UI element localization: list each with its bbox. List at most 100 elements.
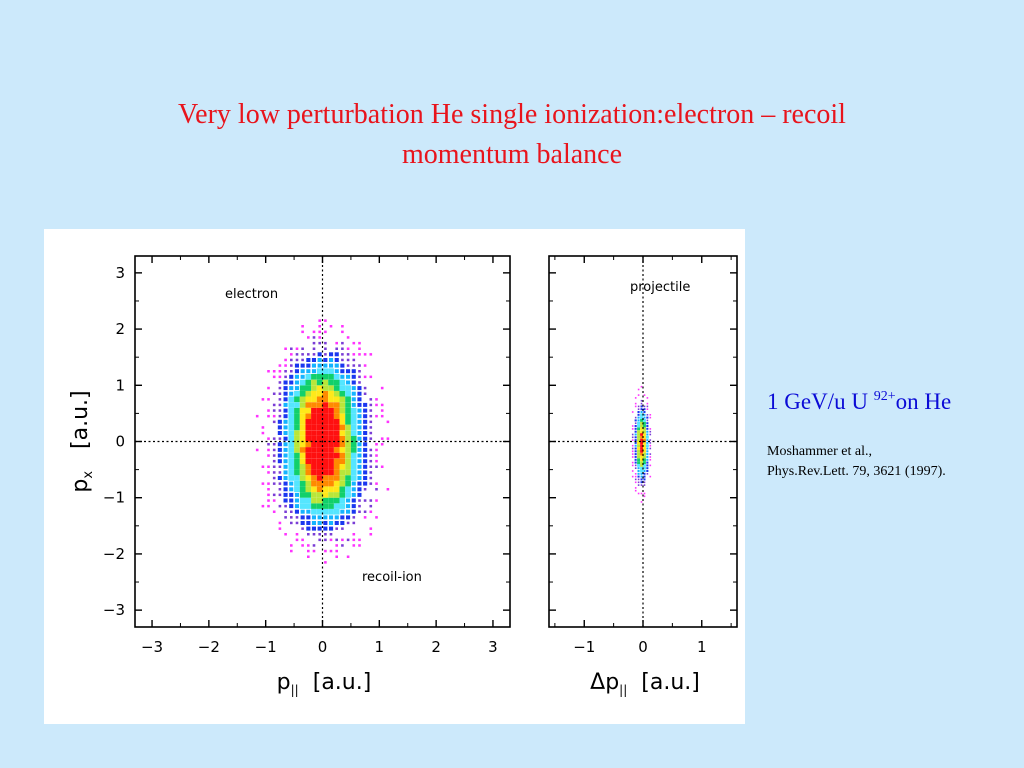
- density-cell: [637, 441, 640, 445]
- density-cell: [634, 416, 637, 419]
- density-cell: [294, 374, 299, 379]
- density-cell: [317, 515, 322, 520]
- density-cell: [307, 555, 310, 558]
- density-cell: [299, 419, 306, 425]
- density-cell: [283, 386, 288, 391]
- density-cell: [369, 510, 373, 513]
- density-cell: [643, 427, 646, 431]
- density-cell: [272, 493, 276, 497]
- density-cell: [637, 470, 640, 472]
- density-cell: [328, 424, 334, 431]
- density-cell: [339, 492, 346, 498]
- density-cell: [646, 408, 649, 410]
- density-cell: [328, 475, 334, 481]
- density-cell: [640, 399, 643, 402]
- density-cell: [328, 480, 334, 487]
- density-cell: [643, 441, 646, 445]
- density-cell: [643, 466, 646, 470]
- density-cell: [649, 447, 652, 450]
- density-cell: [649, 433, 652, 436]
- density-cell: [643, 475, 646, 478]
- density-cell: [369, 476, 373, 480]
- density-cell: [284, 375, 287, 379]
- density-cell: [311, 390, 317, 397]
- density-cell: [352, 341, 356, 345]
- density-cell: [328, 390, 334, 397]
- density-cell: [322, 407, 329, 414]
- density-cell: [350, 419, 357, 425]
- density-cell: [346, 369, 351, 374]
- density-cell: [357, 459, 362, 464]
- density-cell: [311, 402, 317, 408]
- density-cell: [350, 435, 357, 442]
- density-cell: [357, 492, 362, 497]
- density-cell: [323, 363, 328, 368]
- density-cell: [311, 413, 317, 419]
- density-cell: [277, 447, 282, 452]
- density-cell: [352, 516, 356, 519]
- density-cell: [631, 470, 634, 472]
- density-cell: [339, 390, 346, 397]
- density-cell: [351, 492, 356, 497]
- density-cell: [345, 480, 351, 487]
- density-cell: [363, 414, 368, 419]
- density-cell: [322, 509, 329, 515]
- density-cell: [357, 481, 362, 486]
- density-cell: [322, 492, 329, 498]
- density-cell: [339, 419, 346, 425]
- density-cell: [640, 475, 643, 478]
- density-cell: [357, 408, 362, 413]
- y-tick-label: 3: [115, 264, 125, 282]
- density-cell: [646, 441, 649, 444]
- density-cell: [339, 413, 346, 419]
- density-cell: [316, 503, 323, 509]
- density-cell: [346, 374, 351, 379]
- density-cell: [324, 538, 327, 542]
- density-cell: [346, 504, 351, 509]
- density-cell: [299, 407, 306, 414]
- density-cell: [328, 441, 334, 448]
- density-cell: [634, 478, 637, 481]
- density-cell: [358, 499, 361, 502]
- density-cell: [283, 498, 288, 503]
- density-cell: [351, 481, 356, 486]
- density-cell: [643, 484, 646, 486]
- density-cell: [643, 413, 646, 416]
- density-cell: [640, 430, 643, 434]
- density-cell: [380, 437, 384, 440]
- density-cell: [311, 469, 317, 476]
- density-cell: [345, 469, 351, 476]
- density-cell: [333, 390, 340, 397]
- density-cell: [646, 453, 649, 456]
- density-cell: [363, 510, 367, 513]
- density-cell: [631, 428, 634, 430]
- density-cell: [306, 515, 311, 520]
- density-cell: [294, 380, 299, 385]
- density-cell: [316, 447, 323, 453]
- density-cell: [272, 471, 276, 474]
- density-cell: [311, 407, 317, 414]
- density-cell: [334, 358, 339, 362]
- density-cell: [380, 443, 384, 446]
- density-cell: [283, 436, 288, 441]
- density-cell: [634, 481, 637, 484]
- density-cell: [294, 509, 299, 514]
- density-cell: [301, 538, 304, 542]
- density-cell: [272, 499, 276, 502]
- density-cell: [634, 450, 637, 453]
- density-cell: [646, 419, 649, 422]
- density-cell: [333, 419, 340, 425]
- density-cell: [369, 420, 373, 424]
- density-cell: [345, 402, 351, 408]
- density-cell: [290, 370, 293, 373]
- density-cell: [294, 363, 299, 368]
- density-cell: [386, 437, 390, 440]
- density-cell: [316, 379, 323, 386]
- density-cell: [646, 422, 649, 425]
- density-cell: [311, 363, 316, 368]
- density-cell: [278, 386, 282, 390]
- density-cell: [649, 442, 652, 444]
- density-cell: [333, 475, 340, 481]
- density-cell: [640, 405, 643, 408]
- density-cell: [643, 444, 646, 448]
